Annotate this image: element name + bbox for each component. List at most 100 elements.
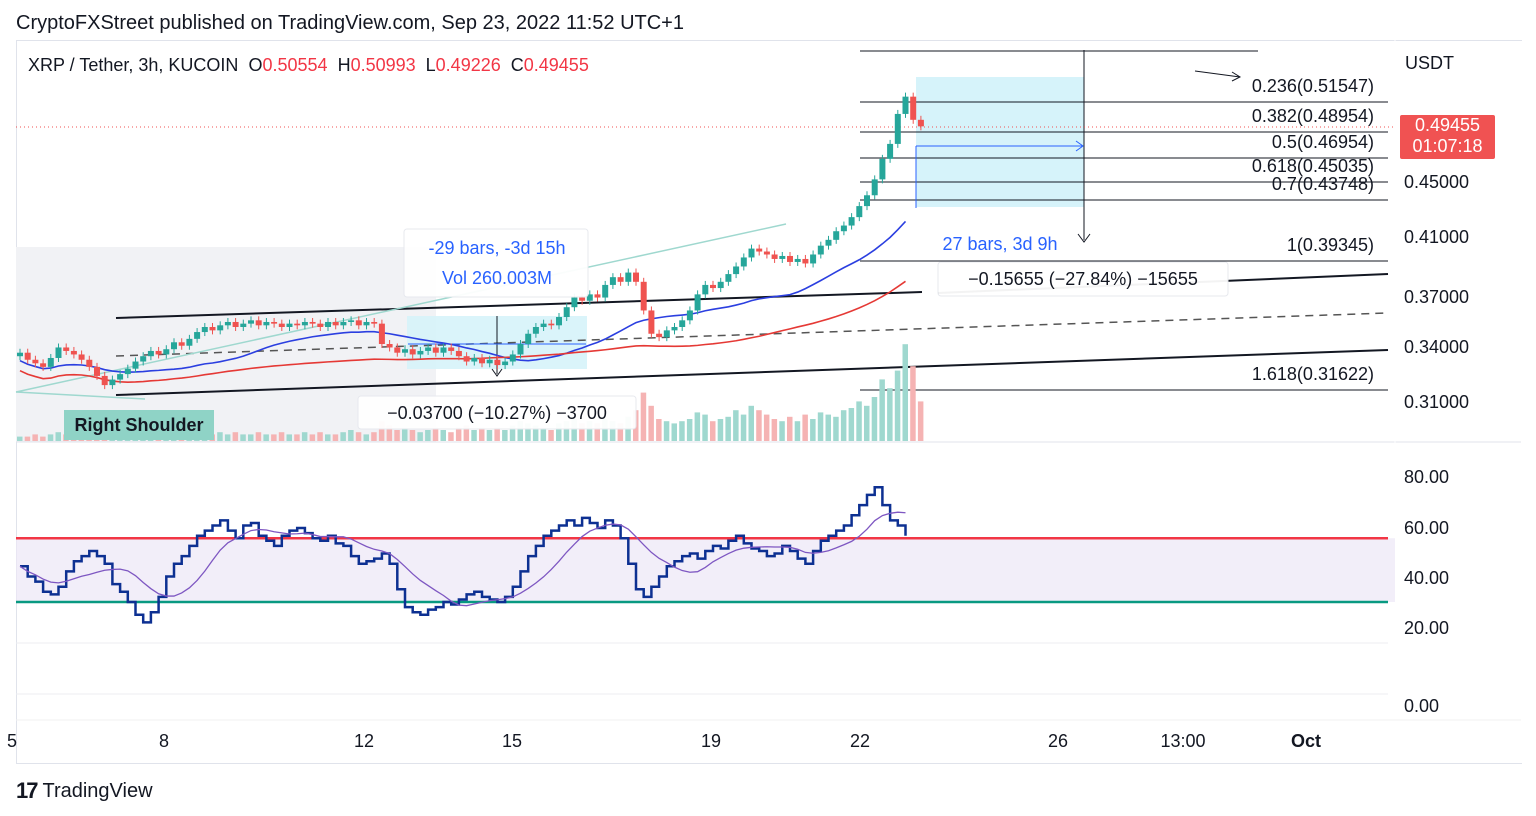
high-label: H xyxy=(337,55,351,75)
volume-bar xyxy=(833,416,839,441)
candle-body xyxy=(509,354,516,362)
candle-body xyxy=(864,195,870,207)
candle-body xyxy=(109,379,116,386)
candle-body xyxy=(763,251,770,255)
candle-body xyxy=(240,323,247,327)
candle-body xyxy=(879,158,886,180)
candle-body xyxy=(332,321,339,326)
volume-bar xyxy=(255,432,262,441)
volume-bar xyxy=(571,419,577,441)
rsi-tick-label: 0.00 xyxy=(1404,696,1439,716)
volume-bar xyxy=(679,421,685,441)
target-arrowhead xyxy=(1231,71,1242,82)
volume-bar xyxy=(217,432,223,441)
bar-countdown: 01:07:18 xyxy=(1412,136,1483,156)
open-label: O xyxy=(248,55,263,75)
candle-body xyxy=(355,320,362,326)
candle-body xyxy=(502,361,509,366)
target-change-label: −0.15655 (−27.84%) −15655 xyxy=(968,269,1198,289)
volume-bar xyxy=(432,427,439,441)
volume-bar xyxy=(840,410,847,441)
fib-level-label: 0.618(0.45035) xyxy=(1252,156,1374,176)
rsi-tick-label: 80.00 xyxy=(1404,467,1449,487)
fib-projection-box xyxy=(916,77,1084,207)
volume-bar xyxy=(363,434,369,441)
symbol-name: XRP / Tether, 3h, KUCOIN xyxy=(28,55,239,75)
volume-bar xyxy=(871,397,878,441)
candle-body xyxy=(70,350,77,355)
candle-body xyxy=(594,294,601,298)
candle-body xyxy=(571,297,578,308)
volume-bar xyxy=(887,388,893,441)
candle-body xyxy=(317,323,324,327)
volume-bar xyxy=(532,425,539,441)
price-tick-label: 0.31000 xyxy=(1404,392,1469,412)
volume-bar xyxy=(710,421,716,441)
candle-body xyxy=(602,284,609,298)
pattern-label-box xyxy=(64,410,214,440)
volume-bar xyxy=(232,432,239,441)
candle-body xyxy=(540,323,547,327)
candle-body xyxy=(471,357,478,362)
candle-body xyxy=(871,179,878,196)
volume-bar xyxy=(671,423,677,441)
volume-bar xyxy=(301,432,308,441)
candle-body xyxy=(448,347,455,351)
open-value: 0.50554 xyxy=(262,55,328,75)
volume-bar xyxy=(825,414,831,441)
candle-body xyxy=(740,257,747,267)
candle-body xyxy=(117,374,124,380)
volume-bar xyxy=(32,434,38,441)
candle-body xyxy=(286,323,293,327)
candle-body xyxy=(363,321,370,326)
volume-bar xyxy=(332,434,339,441)
candle-body xyxy=(463,356,470,362)
candle-body xyxy=(140,356,147,362)
candle-body xyxy=(278,323,285,327)
candle-body xyxy=(32,359,39,364)
candle-body xyxy=(124,368,131,375)
volume-bar xyxy=(556,423,562,441)
volume-bar xyxy=(40,436,46,441)
candle-body xyxy=(402,349,408,353)
volume-bar xyxy=(702,414,708,441)
volume-bar xyxy=(494,427,500,441)
fib-level-label: 0.5(0.46954) xyxy=(1272,132,1374,152)
candle-body xyxy=(833,231,840,240)
candle-body xyxy=(625,272,632,282)
candle-body xyxy=(710,284,716,289)
currency-label: USDT xyxy=(1405,53,1454,73)
volume-bar xyxy=(748,405,754,441)
candle-body xyxy=(340,321,347,326)
volume-bar xyxy=(525,423,531,441)
brand-name: TradingView xyxy=(42,779,153,802)
measure-bars-label: -29 bars, -3d 15h xyxy=(428,238,565,258)
volume-bar xyxy=(894,370,901,441)
candle-body xyxy=(779,255,786,259)
candle-body xyxy=(848,217,855,226)
candle-body xyxy=(147,350,154,357)
candle-body xyxy=(733,266,740,275)
volume-bar xyxy=(47,434,54,441)
volume-bar xyxy=(917,401,924,441)
fib-level-label: 0.382(0.48954) xyxy=(1252,106,1374,126)
volume-bar xyxy=(856,401,862,441)
candle-body xyxy=(640,281,647,311)
volume-bar xyxy=(602,419,608,441)
volume-bar xyxy=(756,410,762,441)
candle-body xyxy=(840,225,847,232)
rsi-tick-label: 60.00 xyxy=(1404,518,1449,538)
volume-bar xyxy=(486,430,493,441)
time-tick-label: 15 xyxy=(502,731,522,751)
volume-bar xyxy=(271,434,277,441)
candle-body xyxy=(810,254,817,264)
candle-body xyxy=(271,321,278,324)
volume-bar xyxy=(686,419,693,441)
candle-body xyxy=(679,320,686,327)
annotations: -29 bars, -3d 15h Vol 260.003M −0.03700 (−… xyxy=(64,228,1229,440)
candle-body xyxy=(771,254,778,259)
pattern-label: Right Shoulder xyxy=(75,415,204,435)
candle-body xyxy=(217,325,224,331)
tradingview-brand[interactable]: 17 TradingView xyxy=(16,778,153,804)
